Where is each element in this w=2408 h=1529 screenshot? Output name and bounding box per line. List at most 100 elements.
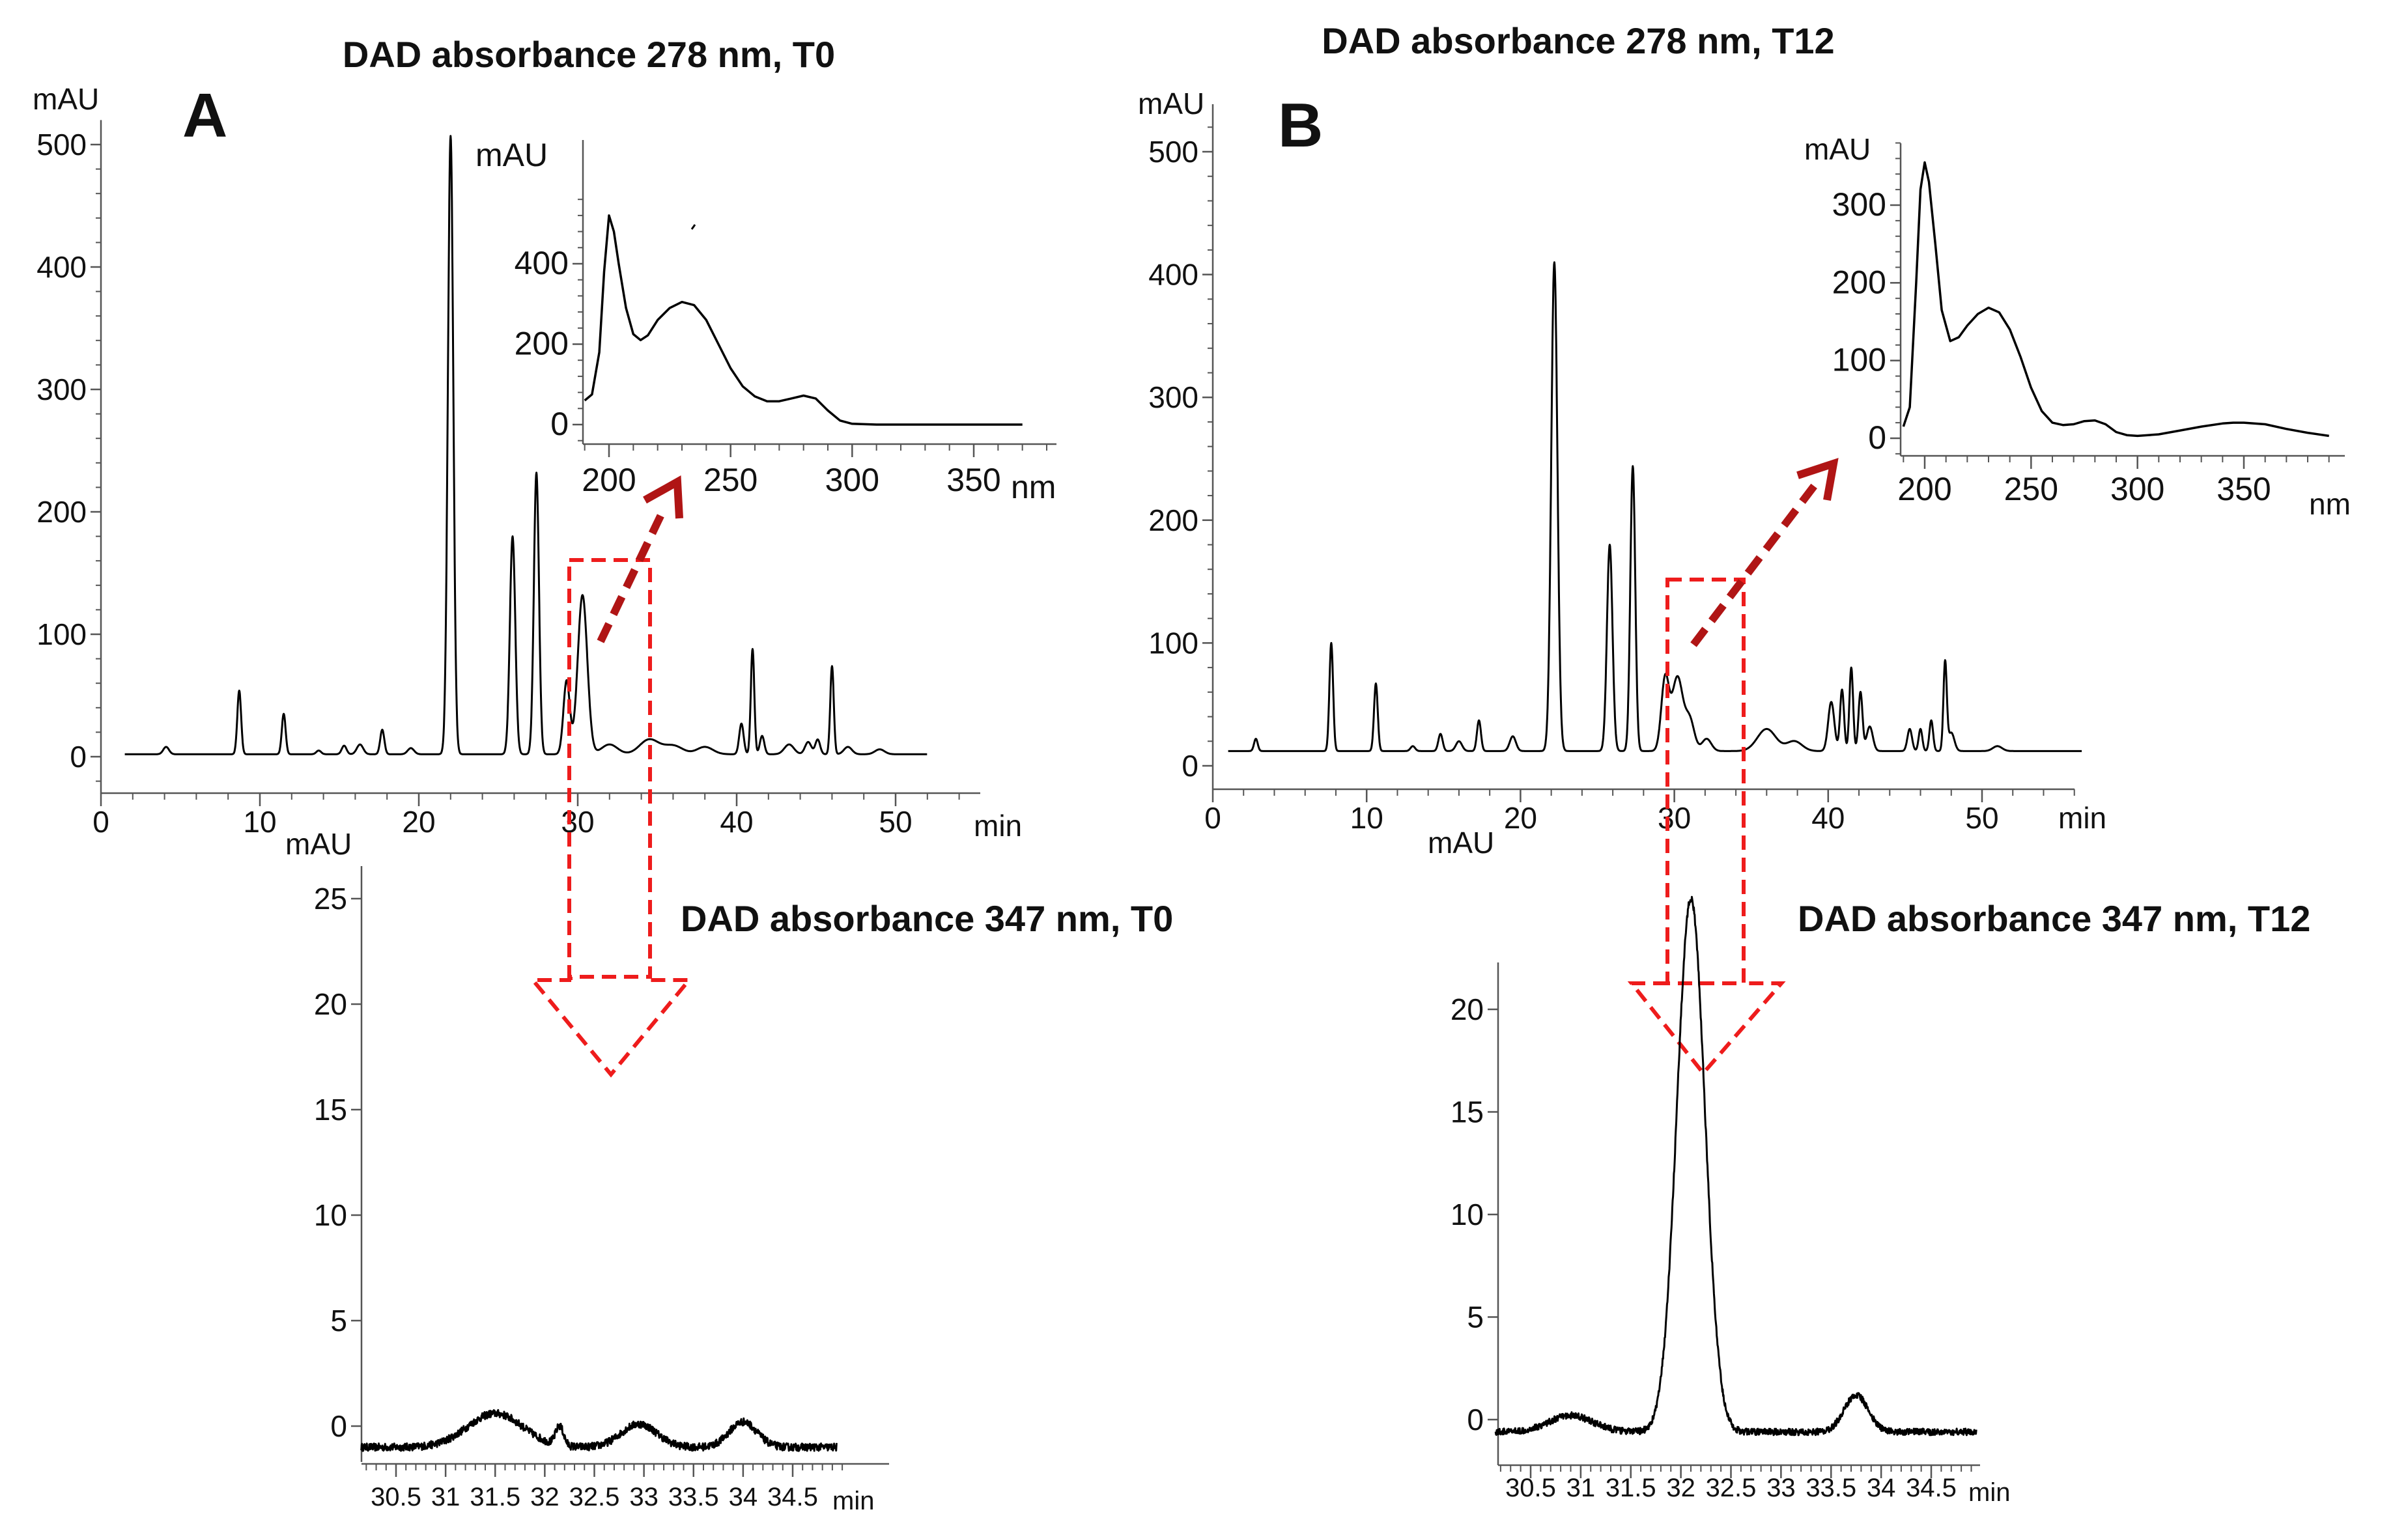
panel-b-x-axis: 0 10 20 30 40 50 [1204, 788, 2075, 835]
panel-a-347-y-axis-tick-label: 15 [314, 1093, 347, 1127]
panel-b-347-x-unit: min [1968, 1478, 2010, 1507]
panel-a-347-x-axis-tick-label: 32 [530, 1483, 560, 1511]
panel-b-347-y-axis-tick-label: 10 [1451, 1198, 1484, 1231]
panel-a-347-y-axis-tick-label: 10 [314, 1198, 347, 1232]
panel-a-347: DAD absorbance 347 nm, T0 mAU min 0 5 10 15… [285, 827, 1173, 1515]
panel-a-zoom-box [567, 558, 652, 979]
panel-a-inset-y-axis: 0 200 400 [515, 140, 584, 444]
panel-b-inset-x-axis: 200 250 300 350 [1897, 455, 2345, 507]
panel-b-y-axis-tick-label: 100 [1148, 626, 1198, 660]
panel-a-347-x-axis: 30.5 31 31.5 32 32.5 33 33.5 34 34.5 [361, 1463, 889, 1511]
panel-b-347-x-axis-tick-label: 31 [1566, 1474, 1596, 1502]
panel-b-inset-y-axis: 0 100 200 300 [1832, 142, 1902, 456]
panel-a-347-y-axis-tick-label: 0 [330, 1409, 347, 1443]
panel-b-x-axis-tick-label: 40 [1811, 801, 1845, 835]
panel-b-inset-y-axis-tick-label: 300 [1832, 186, 1886, 223]
panel-b-x-unit: min [2058, 801, 2106, 835]
panel-b-347-x-axis-tick-label: 30.5 [1505, 1474, 1556, 1502]
panel-b-347-title: DAD absorbance 347 nm, T12 [1798, 898, 2310, 939]
panel-a-347-y-axis-tick-label: 5 [330, 1304, 347, 1338]
panel-a-inset-y-axis-tick-label: 400 [515, 245, 569, 281]
panel-b-zoom-box [1665, 578, 1746, 985]
panel-a-inset-y-axis-tick-label: 200 [515, 326, 569, 362]
panel-b-inset-x-axis-tick-label: 250 [2004, 471, 2058, 507]
panel-b-diagonal-arrow-shaft [1690, 479, 1820, 647]
panel-b-inset-x-unit: nm [2309, 487, 2351, 521]
panel-a-347-x-axis-tick-label: 32.5 [569, 1483, 620, 1511]
panel-b-down-arrow [1627, 981, 1786, 1076]
panel-b-y-axis: 0 100 200 300 400 500 [1148, 104, 1214, 789]
panel-a-inset-x-axis-tick-label: 200 [582, 462, 636, 498]
panel-a-inset-x-axis-tick-label: 250 [703, 462, 758, 498]
panel-b-347: DAD absorbance 347 nm, T12 mAU min 0 5 10 1… [1428, 826, 2310, 1507]
panel-b-347-x-axis-tick-label: 32 [1666, 1474, 1695, 1502]
panel-a-uv-spectrum-line [584, 214, 1023, 426]
panel-b-x-axis-tick-label: 30 [1658, 801, 1691, 835]
panel-b-inset-x-axis-tick-label: 350 [2217, 471, 2271, 507]
panel-b-inset-y-axis-tick-label: 0 [1868, 419, 1886, 456]
panel-a-title: DAD absorbance 278 nm, T0 [343, 34, 835, 75]
panel-a-x-axis-tick-label: 40 [720, 805, 753, 839]
panel-b-uv-spectrum-line [1902, 161, 2329, 438]
panel-a-y-axis-tick-label: 500 [36, 128, 87, 161]
panel-a-347-chromatogram-trace [360, 1409, 838, 1452]
panel-b-chromatogram-trace [1227, 261, 2083, 752]
panel-a-y-axis-tick-label: 200 [36, 495, 87, 529]
panel-a-inset: mAU nm 0 200 400 200 250 300 350 [475, 137, 1056, 505]
panel-a-x-axis-tick-label: 30 [561, 805, 594, 839]
panel-a-347-x-axis-tick-label: 31.5 [470, 1483, 520, 1511]
panel-b-347-y-axis-tick-label: 20 [1451, 992, 1484, 1026]
panel-a-diagonal-arrow-shaft [597, 506, 668, 643]
panel-a-down-arrow [528, 975, 694, 1078]
panel-a-347-x-axis-tick-label: 33.5 [668, 1483, 719, 1511]
panel-a-347-x-axis-tick-label: 34 [729, 1483, 758, 1511]
panel-b-347-y-axis-tick-label: 15 [1451, 1095, 1484, 1129]
panel-b-347-y-unit: mAU [1428, 826, 1494, 860]
panel-b-x-axis-tick-label: 0 [1204, 801, 1221, 835]
panel-a-347-x-axis-tick-label: 33 [629, 1483, 659, 1511]
panel-a-y-axis: 0 100 200 300 400 500 [36, 120, 102, 794]
panel-b-letter: B [1278, 91, 1323, 160]
panel-b-347-x-axis-tick-label: 34.5 [1906, 1474, 1957, 1502]
panel-b-347-x-axis-tick-label: 32.5 [1706, 1474, 1757, 1502]
panel-a-letter: A [182, 81, 227, 150]
panel-b-y-axis-tick-label: 300 [1148, 380, 1198, 414]
panel-a-x-axis-tick-label: 50 [879, 805, 912, 839]
panel-a-347-x-unit: min [832, 1487, 874, 1515]
panel-a-347-y-axis-tick-label: 25 [314, 882, 347, 916]
panel-b: DAD absorbance 278 nm, T12 B mAU min 0 10… [1138, 20, 2351, 1076]
panel-b-inset-y-unit: mAU [1804, 132, 1871, 166]
panel-a-inset-x-axis-tick-label: 350 [946, 462, 1000, 498]
panel-b-inset-y-axis-tick-label: 200 [1832, 264, 1886, 300]
panel-b-y-axis-tick-label: 0 [1182, 749, 1198, 783]
panel-a-y-axis-tick-label: 400 [36, 250, 87, 284]
panel-b-inset-y-axis-tick-label: 100 [1832, 342, 1886, 378]
panel-a-inset-y-unit: mAU [475, 137, 548, 173]
panel-a-x-axis-tick-label: 0 [92, 805, 109, 839]
panel-b-x-axis-tick-label: 10 [1350, 801, 1383, 835]
panel-b-347-chromatogram-trace [1494, 895, 1977, 1437]
panel-b-x-axis-tick-label: 50 [1965, 801, 1998, 835]
panel-b-347-x-axis-tick-label: 34 [1867, 1474, 1896, 1502]
panel-a-347-y-axis: 0 5 10 15 20 25 [314, 866, 363, 1462]
panel-b-inset-x-axis-tick-label: 300 [2110, 471, 2164, 507]
panel-b-347-x-axis-tick-label: 33.5 [1806, 1474, 1856, 1502]
panel-a-347-title: DAD absorbance 347 nm, T0 [681, 898, 1173, 939]
panel-a-347-x-axis-tick-label: 31 [431, 1483, 460, 1511]
panel-b-347-y-axis-tick-label: 0 [1467, 1403, 1484, 1437]
panel-a-diagonal-arrowhead-icon [643, 475, 683, 519]
panel-a-347-y-axis-tick-label: 20 [314, 987, 347, 1021]
panel-a-347-x-axis-tick-label: 30.5 [371, 1483, 421, 1511]
panel-b-347-y-axis-tick-label: 5 [1467, 1300, 1484, 1334]
panel-a-347-x-axis-tick-label: 34.5 [767, 1483, 818, 1511]
panel-a-chromatogram-trace [124, 135, 928, 755]
panel-b-inset-x-axis-tick-label: 200 [1897, 471, 1951, 507]
panel-b-347-x-axis-tick-label: 31.5 [1606, 1474, 1656, 1502]
panel-b-y-axis-tick-label: 200 [1148, 503, 1198, 537]
panel-a-inset-x-axis-tick-label: 300 [825, 462, 879, 498]
panel-a-inset-y-axis-tick-label: 0 [550, 406, 569, 442]
panel-a-inset-x-axis: 200 250 300 350 [582, 443, 1056, 498]
panel-b-y-axis-tick-label: 400 [1148, 258, 1198, 292]
panel-a-inset-x-unit: nm [1011, 469, 1056, 505]
